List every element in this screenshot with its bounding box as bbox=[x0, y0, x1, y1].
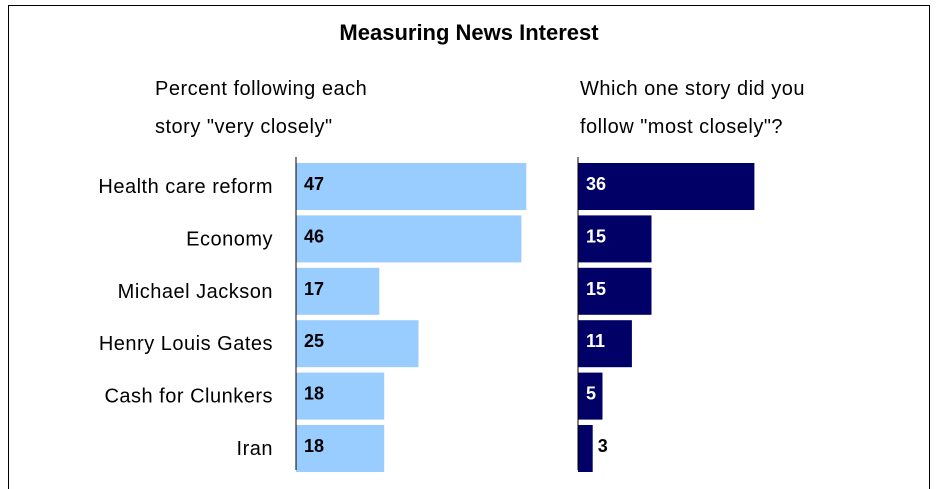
bar bbox=[578, 425, 593, 472]
data-label: 17 bbox=[304, 279, 324, 299]
chart-title: Measuring News Interest bbox=[339, 20, 599, 45]
category-label: Health care reform bbox=[98, 176, 273, 198]
category-label: Michael Jackson bbox=[118, 281, 273, 303]
bar bbox=[578, 215, 652, 263]
data-label: 11 bbox=[586, 331, 605, 351]
bar bbox=[296, 267, 380, 315]
bar bbox=[296, 372, 385, 420]
data-label: 5 bbox=[586, 384, 596, 404]
bar bbox=[578, 372, 603, 420]
left-panel-title-line-1: Percent following each bbox=[155, 78, 368, 100]
data-label: 36 bbox=[586, 174, 606, 194]
data-label: 3 bbox=[598, 436, 608, 456]
category-label: Henry Louis Gates bbox=[99, 333, 273, 355]
category-label: Iran bbox=[237, 438, 273, 460]
right-panel-title: Which one story did you follow "most clo… bbox=[580, 70, 900, 146]
data-label: 18 bbox=[304, 384, 324, 404]
data-label: 25 bbox=[304, 331, 324, 351]
right-panel-title-line-2: follow "most closely"? bbox=[580, 116, 784, 138]
left-panel-title-line-2: story "very closely" bbox=[155, 116, 333, 138]
data-label: 15 bbox=[586, 226, 606, 246]
data-label: 47 bbox=[304, 174, 324, 194]
bar bbox=[578, 163, 755, 210]
bar bbox=[296, 320, 419, 368]
bar bbox=[296, 425, 385, 472]
category-label: Cash for Clunkers bbox=[104, 386, 273, 408]
right-panel-title-line-1: Which one story did you bbox=[580, 78, 805, 100]
data-label: 46 bbox=[304, 226, 324, 246]
bar bbox=[296, 163, 527, 210]
bar bbox=[578, 267, 652, 315]
data-label: 15 bbox=[586, 279, 606, 299]
category-label: Economy bbox=[186, 228, 273, 250]
data-label: 18 bbox=[304, 436, 324, 456]
bar bbox=[296, 215, 522, 263]
bar bbox=[578, 320, 632, 368]
left-panel-title: Percent following each story "very close… bbox=[155, 70, 455, 146]
